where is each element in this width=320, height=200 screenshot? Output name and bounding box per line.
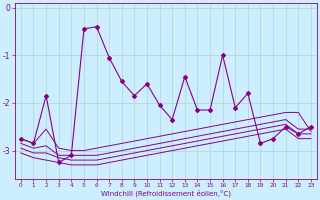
X-axis label: Windchill (Refroidissement éolien,°C): Windchill (Refroidissement éolien,°C): [101, 190, 231, 197]
